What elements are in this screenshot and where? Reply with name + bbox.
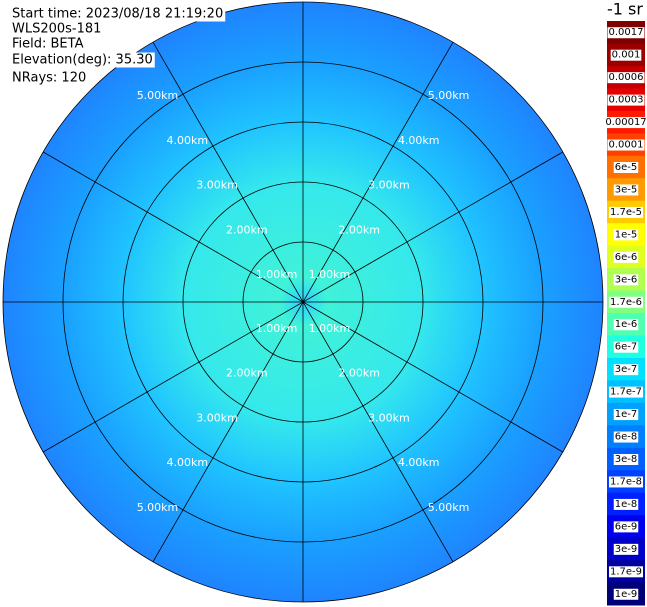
info-bg [10,36,86,52]
range-label: 2.00km [226,367,268,380]
info-line: WLS200s-181 [12,22,101,37]
colorbar-label: 6e-8 [615,432,638,443]
colorbar-label-bg [613,409,639,421]
colorbar-label-bg [608,476,644,488]
colorbar-label-bg [613,588,639,600]
range-label: 5.00km [428,501,470,514]
colorbar-label-bg [608,296,644,308]
colorbar-label: 1e-7 [615,409,638,420]
colorbar-label-bg [613,319,639,331]
colorbar-label-bg [613,454,639,465]
colorbar-label-bg [613,521,639,533]
colorbar-label-bg [613,364,639,376]
colorbar-label-bg [607,27,645,39]
range-label: 2.00km [338,367,380,380]
colorbar-label: 3e-8 [615,454,638,465]
colorbar-label-bg [613,543,639,555]
colorbar-label: 0.0003 [609,95,644,106]
info-line: Field: BETA [12,37,84,52]
range-label: 4.00km [398,134,440,147]
colorbar-label: 1e-6 [615,319,638,330]
colorbar-label: 3e-5 [615,184,638,195]
colorbar-label-bg [613,341,639,353]
range-label: 3.00km [196,179,238,192]
colorbar-label: 1e-9 [615,589,638,600]
range-label: 5.00km [137,501,179,514]
info-line: NRays: 120 [12,71,86,86]
colorbar-label: 0.0017 [609,27,644,38]
colorbar-label: 6e-5 [615,162,638,173]
colorbar-label: 1.7e-8 [610,476,642,487]
colorbar-label-bg [607,94,645,106]
colorbar-label-bg [607,139,645,151]
range-label: 3.00km [368,179,410,192]
colorbar-label-bg [607,72,645,84]
colorbar-label-bg [608,386,644,398]
range-label: 3.00km [368,411,410,424]
colorbar-label-bg [610,49,642,61]
colorbar-label: 1e-5 [615,229,638,240]
range-label: 3.00km [196,411,238,424]
colorbar-label: 1.7e-9 [610,566,642,577]
info-line: Elevation(deg): 35.30 [12,53,153,68]
range-label: 1.00km [256,322,298,335]
colorbar-label-bg [613,251,639,263]
info-line: Start time: 2023/08/18 21:19:20 [12,7,223,22]
colorbar-label: 0.001 [612,50,641,61]
colorbar-label: 3e-6 [615,274,638,285]
info-bg [10,70,89,86]
colorbar-label: 1.7e-5 [610,207,642,218]
info-block: Start time: 2023/08/18 21:19:20WLS200s-1… [10,6,226,86]
colorbar-label-bg [613,184,639,196]
colorbar-label-bg [613,431,639,443]
colorbar-title: -1 sr [607,0,643,19]
colorbar-label: 0.0006 [609,72,644,83]
colorbar-label: 6e-7 [615,342,638,353]
colorbar-label: 0.00017 [605,117,646,128]
colorbar-label: 1.7e-6 [610,297,642,308]
colorbar-label: 1.7e-7 [610,387,642,398]
range-label: 4.00km [166,134,208,147]
range-label: 4.00km [166,456,208,469]
range-label: 1.00km [256,268,298,281]
colorbar-label-bg [604,117,647,129]
colorbar-label-bg [608,206,644,218]
range-label: 5.00km [137,89,179,102]
range-label: 2.00km [338,223,380,236]
colorbar-label-bg [613,162,639,173]
colorbar-label: 6e-6 [615,252,638,263]
colorbar-label: 1e-8 [615,499,638,510]
range-label: 4.00km [398,456,440,469]
ray-line [42,151,564,453]
colorbar-label-bg [608,566,644,578]
colorbar: -1 sr 0.0017 0.001 0.0006 0.0003 0.00017 0.000… [604,0,647,606]
range-grid [2,1,604,603]
colorbar-label: 6e-9 [615,521,638,532]
range-labels: 1.00km 1.00km 1.00km 1.00km 2.00km 2.00km 2.00… [137,89,470,514]
range-label: 5.00km [428,89,470,102]
info-bg [10,6,226,22]
range-label: 2.00km [226,223,268,236]
colorbar-label-bg [613,229,639,241]
info-bg [10,21,104,37]
info-bg [10,52,155,68]
colorbar-label: 3e-7 [615,364,638,375]
colorbar-label-bg [613,498,639,510]
colorbar-label: 3e-9 [615,544,638,555]
range-label: 1.00km [309,322,351,335]
range-label: 1.00km [309,268,351,281]
colorbar-label-bg [613,274,639,286]
colorbar-label: 0.0001 [609,140,644,151]
